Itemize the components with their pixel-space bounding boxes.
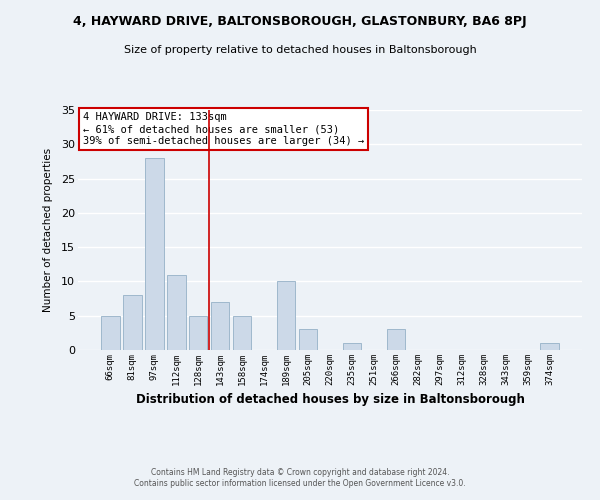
Text: 4, HAYWARD DRIVE, BALTONSBOROUGH, GLASTONBURY, BA6 8PJ: 4, HAYWARD DRIVE, BALTONSBOROUGH, GLASTO…: [73, 15, 527, 28]
X-axis label: Distribution of detached houses by size in Baltonsborough: Distribution of detached houses by size …: [136, 394, 524, 406]
Text: 4 HAYWARD DRIVE: 133sqm
← 61% of detached houses are smaller (53)
39% of semi-de: 4 HAYWARD DRIVE: 133sqm ← 61% of detache…: [83, 112, 364, 146]
Bar: [167, 274, 185, 350]
Bar: [123, 295, 142, 350]
Bar: [145, 158, 164, 350]
Bar: [211, 302, 229, 350]
Bar: [343, 343, 361, 350]
Y-axis label: Number of detached properties: Number of detached properties: [43, 148, 53, 312]
Bar: [101, 316, 119, 350]
Text: Size of property relative to detached houses in Baltonsborough: Size of property relative to detached ho…: [124, 45, 476, 55]
Text: Contains HM Land Registry data © Crown copyright and database right 2024.
Contai: Contains HM Land Registry data © Crown c…: [134, 468, 466, 487]
Bar: [386, 330, 405, 350]
Bar: [299, 330, 317, 350]
Bar: [189, 316, 208, 350]
Bar: [233, 316, 251, 350]
Bar: [277, 282, 295, 350]
Bar: [541, 343, 559, 350]
